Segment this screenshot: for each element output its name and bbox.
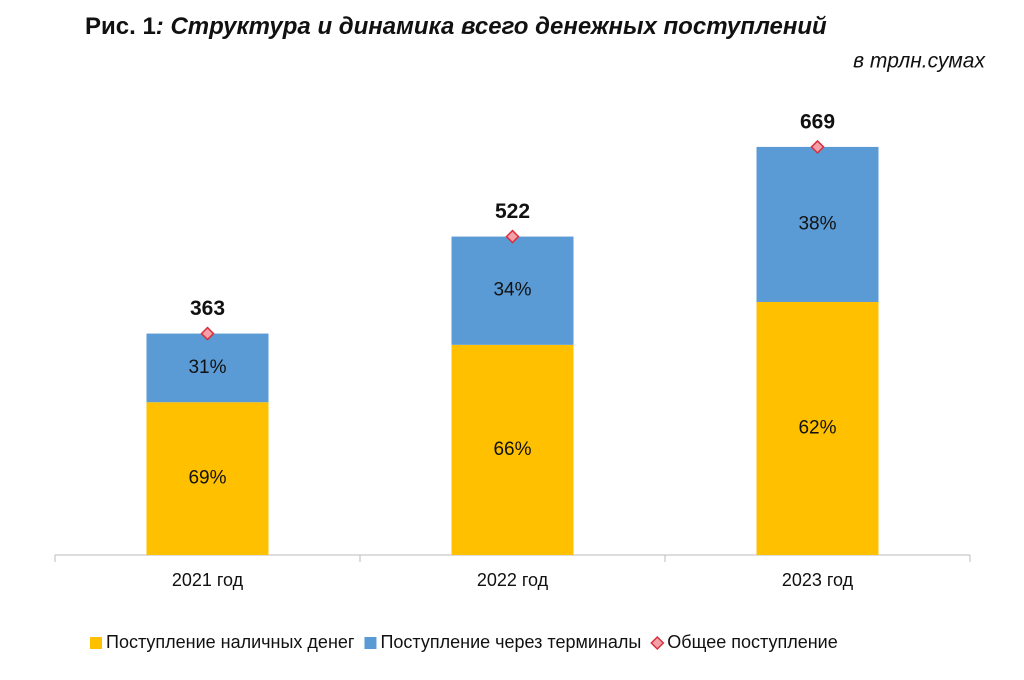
bar-segment xyxy=(146,402,269,555)
x-tick-label: 2022 год xyxy=(477,570,549,590)
data-label: 38% xyxy=(798,213,836,234)
bar-segment xyxy=(451,236,574,345)
legend-swatch xyxy=(364,637,377,649)
bar-segment xyxy=(756,146,879,302)
total-label: 363 xyxy=(190,297,225,320)
bar-segment xyxy=(756,301,879,555)
title-text: : Структура и динамика всего денежных по… xyxy=(156,13,827,40)
data-label: 31% xyxy=(188,357,226,378)
x-tick-label: 2021 год xyxy=(172,570,244,590)
figure-label: Рис. 1 xyxy=(85,13,156,40)
data-label: 62% xyxy=(798,418,836,439)
legend-marker xyxy=(650,635,665,651)
total-marker xyxy=(810,139,825,154)
total-label: 669 xyxy=(800,110,835,133)
data-label: 66% xyxy=(493,439,531,460)
legend-label: Общее поступление xyxy=(667,632,837,652)
legend-swatch xyxy=(90,637,102,649)
legend-label: Поступление наличных денег xyxy=(106,632,355,652)
bar-segment xyxy=(451,344,574,555)
data-label: 69% xyxy=(188,468,226,489)
x-tick-label: 2023 год xyxy=(782,570,854,590)
total-marker xyxy=(505,229,520,244)
total-label: 522 xyxy=(495,200,530,223)
chart-title: Рис. 1: Структура и динамика всего денеж… xyxy=(85,13,827,40)
total-marker xyxy=(200,326,215,341)
legend-label: Поступление через терминалы xyxy=(380,632,641,652)
chart-subtitle: в трлн.сумах xyxy=(853,50,986,73)
data-label: 34% xyxy=(493,280,531,301)
bar-segment xyxy=(146,333,269,403)
